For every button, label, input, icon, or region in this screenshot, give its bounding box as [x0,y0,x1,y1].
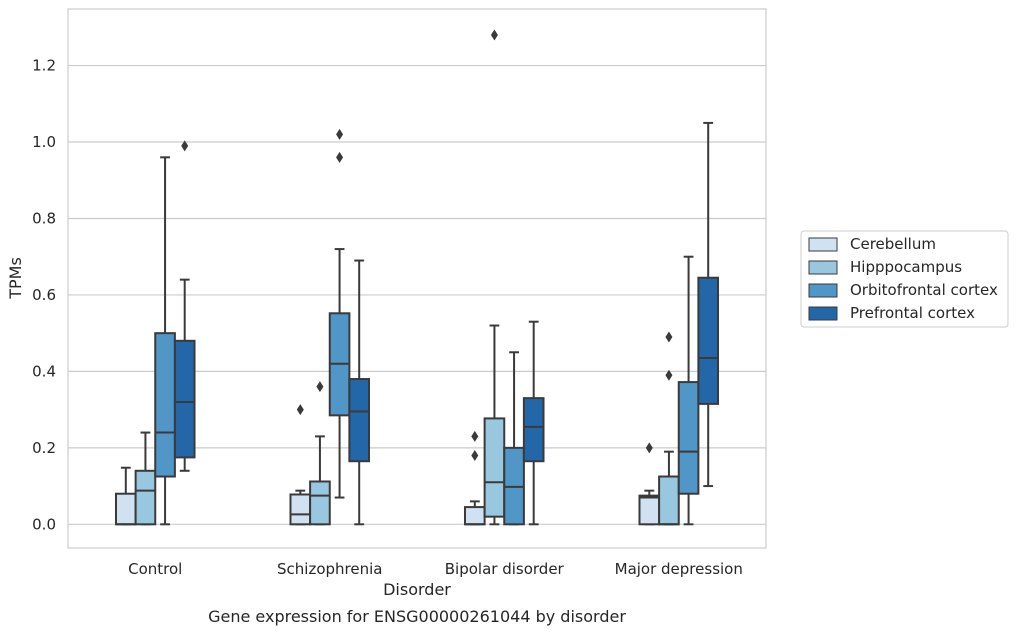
box-0-2 [154,156,176,526]
box-body [697,276,720,405]
outlier-point [296,404,304,416]
box-body [638,494,661,526]
plot-area-frame [67,8,767,549]
outlier-point [336,151,344,163]
box-3-2 [677,255,700,526]
chart-caption: Gene expression for ENSG00000261044 by d… [208,607,626,626]
box-1-1 [309,381,331,526]
box-body [154,332,176,478]
x-axis-ticks: Control Schizophrenia Bipolar disorder Majo… [128,560,743,578]
outlier-point [336,128,344,140]
y-axis-title: TPMs [6,257,25,300]
x-tick-label: Control [128,560,182,578]
y-tick-label: 0.8 [32,209,56,227]
box-body [289,493,312,526]
outlier-point [316,381,324,393]
box-3-0 [638,442,661,526]
box-1-3 [348,259,371,526]
boxes [114,29,720,526]
box-body [522,397,545,463]
box-body [677,381,700,495]
y-tick-label: 0.0 [32,515,56,533]
box-body [348,378,371,463]
box-3-3 [697,121,720,488]
y-tick-label: 0.2 [32,439,56,457]
legend-swatch [808,306,838,321]
box-0-0 [114,466,137,526]
box-body [134,469,157,526]
outlier-point [490,29,498,41]
y-tick-label: 1.0 [32,133,56,151]
y-tick-label: 1.2 [32,57,56,75]
x-axis-title: Disorder [383,580,451,599]
y-axis-ticks: 0.0 0.2 0.4 0.6 0.8 1.0 1.2 [32,57,56,534]
box-2-0 [463,430,486,526]
legend-swatch [808,260,838,275]
legend-label: Hipppocampus [850,258,962,276]
box-body [114,492,137,526]
y-tick-label: 0.4 [32,362,56,380]
outlier-point [471,449,479,461]
box-body [309,480,331,526]
outlier-point [665,369,673,381]
x-tick-label: Schizophrenia [277,560,382,578]
box-body [658,475,680,526]
legend-frame [800,230,1009,328]
x-tick-label: Bipolar disorder [445,560,565,578]
box-0-1 [134,431,157,526]
outlier-point [645,442,653,454]
legend-label: Cerebellum [850,235,936,253]
box-1-0 [289,404,312,526]
legend-swatch [808,237,838,252]
y-tick-label: 0.6 [32,286,56,304]
outlier-point [665,331,673,343]
legend-label: Orbitofrontal cortex [850,281,998,299]
box-body [463,506,486,526]
outlier-point [471,430,479,442]
box-1-2 [328,128,351,499]
box-body [483,417,506,518]
outlier-point [181,140,189,152]
legend-label: Prefrontal cortex [850,304,975,322]
box-2-1 [483,29,506,526]
box-body [173,339,196,459]
x-tick-label: Major depression [615,560,743,578]
legend: Cerebellum Hipppocampus Orbitofrontal cort… [800,230,1009,328]
box-0-3 [173,140,196,472]
box-2-3 [522,320,545,526]
box-2-2 [503,351,525,526]
legend-swatch [808,283,838,298]
box-3-1 [658,331,680,526]
